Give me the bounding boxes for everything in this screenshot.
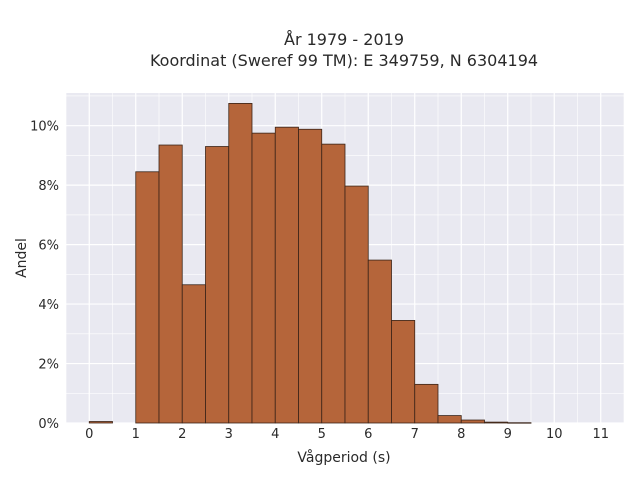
x-axis-ticks: 0 1 2 3 4 5 6 7 8 9 10 11 — [85, 427, 609, 442]
bars — [88, 103, 532, 424]
chart-title-line-2: Koordinat (Sweref 99 TM): E 349759, N 63… — [150, 51, 538, 70]
histogram-bar — [414, 383, 439, 424]
x-tick-label: 4 — [271, 427, 279, 442]
histogram-bar — [507, 422, 532, 424]
x-tick-label: 11 — [592, 427, 609, 442]
y-axis-ticks: 0% 2% 4% 6% 8% 10% — [30, 120, 59, 432]
histogram-bar — [321, 143, 346, 424]
x-tick-label: 2 — [178, 427, 186, 442]
histogram-bar — [344, 185, 369, 424]
histogram-bar — [460, 419, 485, 424]
histogram-bar — [391, 320, 416, 424]
y-tick-label: 6% — [38, 239, 59, 254]
histogram-bar — [484, 421, 509, 424]
histogram-bar — [181, 284, 206, 424]
histogram-bar — [437, 415, 462, 424]
y-tick-label: 4% — [38, 298, 59, 313]
histogram-bar — [158, 144, 183, 424]
x-tick-label: 1 — [132, 427, 140, 442]
x-tick-label: 3 — [225, 427, 233, 442]
x-tick-label: 9 — [504, 427, 512, 442]
x-tick-label: 6 — [364, 427, 372, 442]
histogram-bar — [367, 259, 392, 424]
x-tick-label: 7 — [411, 427, 419, 442]
y-tick-label: 2% — [38, 358, 59, 373]
histogram-bar — [298, 128, 323, 424]
histogram-bar — [251, 132, 276, 424]
histogram-bar — [274, 126, 299, 424]
x-tick-label: 5 — [318, 427, 326, 442]
histogram-bar — [205, 146, 230, 424]
x-axis-label: Vågperiod (s) — [297, 449, 390, 466]
histogram-bar — [88, 421, 113, 424]
x-tick-label: 0 — [85, 427, 93, 442]
y-axis-label: Andel — [14, 238, 30, 278]
x-tick-label: 10 — [546, 427, 563, 442]
x-tick-label: 8 — [457, 427, 465, 442]
histogram-bar — [228, 103, 253, 424]
y-tick-label: 0% — [38, 417, 59, 432]
histogram-bar — [135, 171, 160, 424]
chart-title-line-1: År 1979 - 2019 — [284, 30, 404, 49]
y-tick-label: 10% — [30, 120, 59, 135]
y-tick-label: 8% — [38, 179, 59, 194]
